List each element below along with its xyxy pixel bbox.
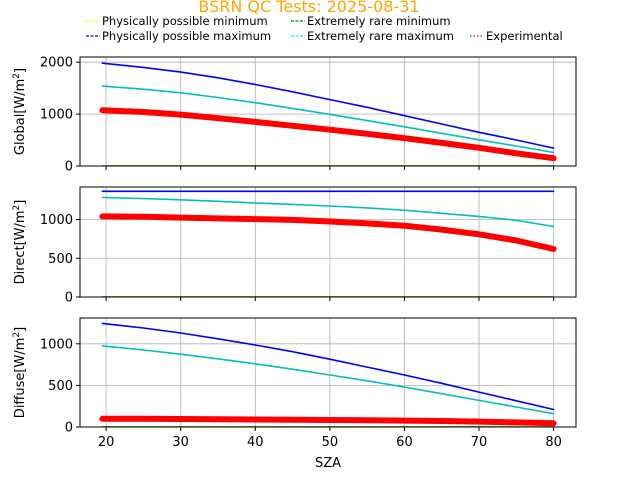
series-experimental xyxy=(99,415,557,427)
y-axis-label: Global[W/m2] xyxy=(12,68,28,155)
x-axis-label: SZA xyxy=(315,456,341,471)
y-tick-label: 0 xyxy=(65,160,73,175)
legend-label: Extremely rare minimum xyxy=(307,14,451,28)
y-tick-label: 1000 xyxy=(40,337,73,352)
legend-entry: Experimental xyxy=(470,29,563,43)
series-pp-max xyxy=(101,322,555,411)
x-tick-label: 20 xyxy=(98,435,115,450)
x-tick-label: 80 xyxy=(545,435,562,450)
y-tick-label: 1000 xyxy=(40,213,73,228)
x-tick-label: 70 xyxy=(471,435,488,450)
legend-label: Experimental xyxy=(486,29,563,43)
chart-title: BSRN QC Tests: 2025-08-31 xyxy=(198,0,419,16)
legend-label: Extremely rare maximum xyxy=(307,29,454,43)
series-experimental xyxy=(99,213,557,252)
legend-entry: Physically possible minimum xyxy=(86,14,268,28)
y-tick-label: 0 xyxy=(65,291,73,306)
x-tick-label: 40 xyxy=(247,435,264,450)
plot-frame xyxy=(79,56,577,167)
series-experimental xyxy=(99,107,557,162)
series-er-max xyxy=(101,85,555,154)
series-pp-max xyxy=(101,62,555,149)
panel-direct: 0 500 1000 Direct[W/m2] xyxy=(12,186,577,306)
y-axis-label: Diffuse[W/m2] xyxy=(12,327,28,418)
series-er-max xyxy=(101,345,555,415)
plot-frame xyxy=(79,317,577,428)
x-tick-label: 30 xyxy=(172,435,189,450)
x-tick-label: 50 xyxy=(322,435,339,450)
legend-label: Physically possible maximum xyxy=(102,29,271,43)
legend-label: Physically possible minimum xyxy=(102,14,268,28)
panel-global: 0 1000 2000 Global[W/m2] xyxy=(12,56,577,175)
legend-entry: Extremely rare minimum xyxy=(291,14,451,28)
y-tick-label: 1000 xyxy=(40,108,73,123)
y-tick-label: 0 xyxy=(65,421,73,436)
y-axis-label: Direct[W/m2] xyxy=(12,200,28,285)
x-tick-label: 60 xyxy=(396,435,413,450)
legend-entry: Extremely rare maximum xyxy=(291,29,454,43)
y-tick-label: 2000 xyxy=(40,56,73,71)
series-er-max xyxy=(101,196,555,228)
plot-frame xyxy=(79,186,577,298)
legend-entry: Physically possible maximum xyxy=(86,29,271,43)
panel-diffuse: 0 500 1000 20 30 40 50 60 70 80 Diffuse[W/m2] xyxy=(12,317,577,450)
y-tick-label: 500 xyxy=(48,252,73,267)
y-tick-label: 500 xyxy=(48,379,73,394)
